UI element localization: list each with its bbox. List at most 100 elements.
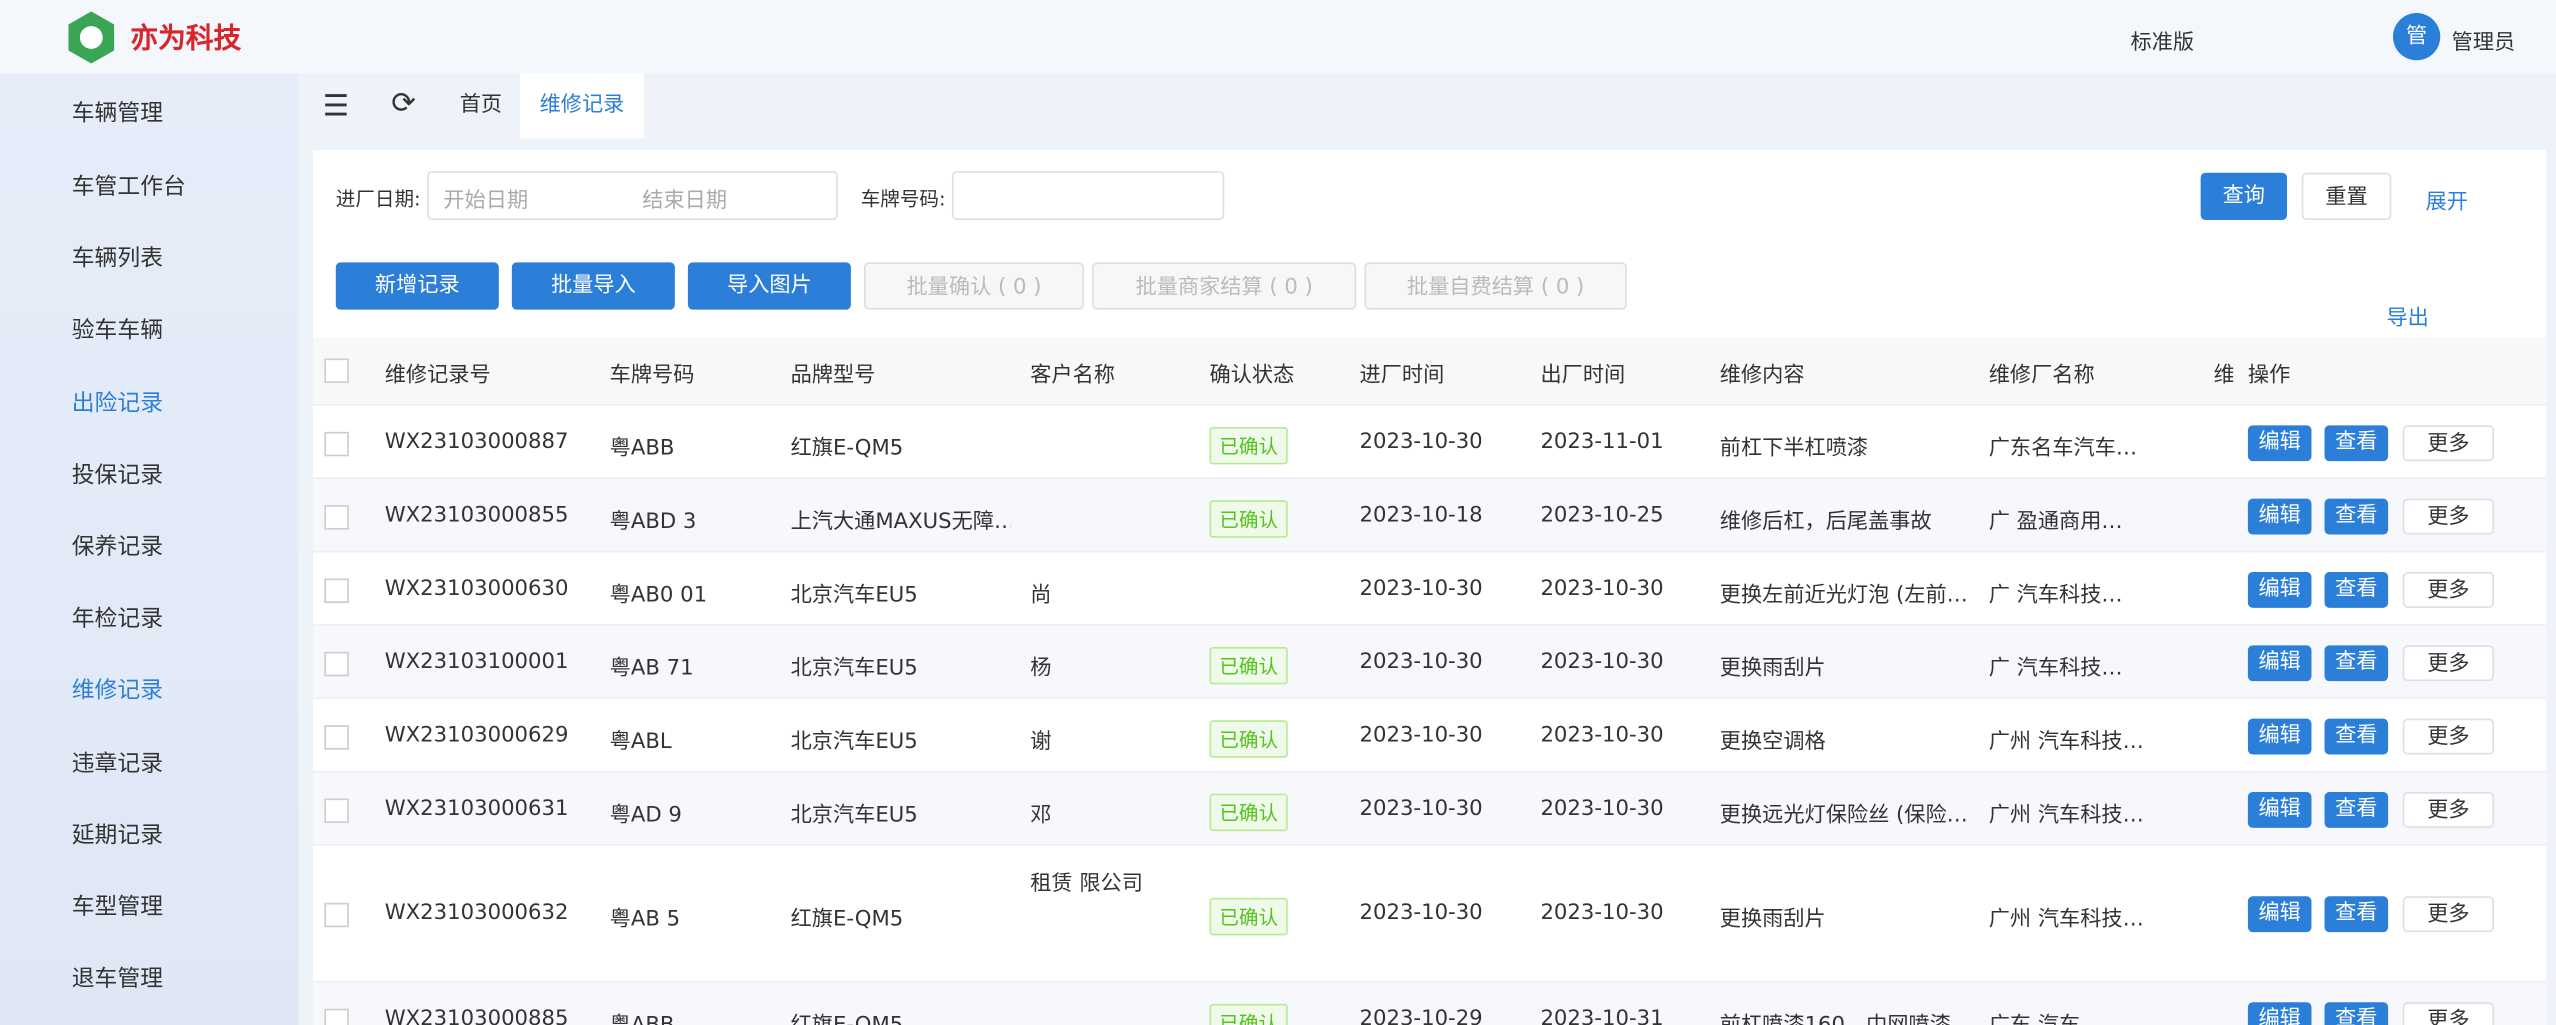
cell: 广 汽车科技… (1988, 582, 2123, 608)
menu-item[interactable]: 车管工作台 (71, 174, 186, 201)
toolbar-button[interactable]: 导入图片 (687, 262, 851, 310)
menu-item[interactable]: 延期记录 (71, 822, 164, 849)
action-button[interactable]: 编辑 (2247, 1001, 2312, 1025)
action-button[interactable]: 编辑 (2247, 424, 2312, 461)
cell: WX23103000629 (384, 722, 569, 748)
status-badge: 已确认 (1209, 897, 1288, 936)
action-button[interactable]: 更多 (2402, 497, 2495, 534)
column-header: 维修内容 (1719, 363, 1805, 388)
toolbar-button[interactable]: 批量商家结算 ( 0 ) (1092, 262, 1357, 310)
menu-item[interactable]: 保养记录 (71, 534, 164, 561)
cell: 更换左前近光灯泡 (左前… (1719, 582, 1968, 608)
checkbox[interactable] (324, 902, 349, 928)
cell: 2023-10-30 (1540, 649, 1664, 674)
action-button[interactable]: 更多 (2402, 791, 2495, 828)
avatar[interactable]: 管 (2392, 13, 2441, 61)
collapse-icon[interactable]: ☰ (322, 89, 350, 124)
cell: 粤AD 9 (609, 802, 682, 828)
checkbox[interactable] (324, 797, 349, 823)
cell: 邓 (1030, 802, 1052, 828)
checkbox[interactable] (324, 724, 349, 749)
user-name[interactable]: 管理员 (2451, 30, 2516, 56)
menu-item[interactable]: 车型管理 (71, 894, 164, 921)
checkbox[interactable] (324, 651, 349, 676)
action-button[interactable]: 更多 (2402, 571, 2495, 608)
expand-link[interactable]: 展开 (2425, 190, 2468, 216)
cell: 2023-10-30 (1540, 576, 1664, 601)
filter-label: 进厂日期: (335, 187, 421, 211)
action-button[interactable]: 查看 (2324, 791, 2389, 828)
table-header (312, 337, 2547, 406)
cell: WX23103000885 (384, 1006, 569, 1025)
menu-item[interactable]: 维修记录 (71, 678, 164, 705)
toolbar-button[interactable]: 新增记录 (335, 262, 499, 310)
action-button[interactable]: 更多 (2402, 644, 2495, 681)
action-button[interactable]: 查看 (2324, 1001, 2389, 1025)
column-header: 维修记录号 (384, 363, 491, 388)
query-button[interactable]: 查询 (2200, 172, 2288, 220)
action-button[interactable]: 查看 (2324, 717, 2389, 754)
version[interactable]: 标准版 (2130, 30, 2195, 56)
action-button[interactable]: 查看 (2324, 571, 2389, 608)
table-row (312, 772, 2547, 846)
menu-item[interactable]: 出险记录 (71, 390, 164, 417)
cell: 2023-10-30 (1540, 901, 1664, 926)
menu-item[interactable]: 年检记录 (71, 606, 164, 633)
action-button[interactable]: 编辑 (2247, 896, 2312, 933)
cell: WX23103000855 (384, 502, 569, 528)
logo-text: 亦为科技 (130, 22, 242, 56)
plate-input[interactable] (951, 171, 1225, 220)
menu-item[interactable]: 违章记录 (71, 750, 164, 777)
toolbar-button[interactable]: 批量确认 ( 0 ) (863, 262, 1085, 310)
end-date[interactable]: 结束日期 (642, 189, 728, 214)
cell: 广东 汽车… (1989, 1006, 2201, 1025)
cell: WX23103000887 (384, 429, 569, 454)
action-button[interactable]: 编辑 (2247, 497, 2312, 534)
toolbar-button[interactable]: 批量导入 (511, 262, 675, 310)
action-button[interactable]: 查看 (2324, 896, 2389, 933)
cell: 2023-10-30 (1359, 576, 1483, 601)
action-button[interactable]: 更多 (2402, 717, 2495, 754)
cell: 2023-11-01 (1540, 429, 1664, 454)
action-button[interactable]: 编辑 (2247, 644, 2312, 681)
action-button[interactable]: 更多 (2402, 1001, 2495, 1025)
tab[interactable]: 首页 (459, 92, 503, 118)
action-button[interactable]: 查看 (2324, 497, 2389, 534)
column-header: 出厂时间 (1540, 363, 1626, 388)
menu-group[interactable]: 车辆管理 (71, 101, 164, 128)
column-header: 品牌型号 (790, 363, 876, 388)
status-badge: 已确认 (1209, 719, 1288, 757)
tab[interactable]: 维修记录 (520, 73, 644, 139)
toolbar-button[interactable]: 批量自费结算 ( 0 ) (1364, 262, 1627, 310)
export-link[interactable]: 导出 (2386, 306, 2429, 331)
cell: 广州 汽车科技… (1988, 907, 2144, 933)
checkbox[interactable] (324, 358, 349, 383)
action-button[interactable]: 更多 (2402, 424, 2495, 461)
checkbox[interactable] (324, 1007, 349, 1025)
reset-button[interactable]: 重置 (2301, 172, 2392, 220)
action-button[interactable]: 查看 (2324, 424, 2389, 461)
action-button[interactable]: 更多 (2402, 896, 2495, 933)
date-range[interactable] (427, 171, 838, 220)
header (0, 0, 2556, 74)
cell: 2023-10-30 (1359, 722, 1483, 748)
cell: 更换雨刮片 (1719, 907, 1826, 933)
menu-item[interactable]: 验车车辆 (71, 318, 164, 345)
checkbox[interactable] (324, 431, 349, 456)
action-button[interactable]: 编辑 (2247, 791, 2312, 828)
status-badge: 已确认 (1209, 499, 1288, 537)
status-badge: 已确认 (1209, 426, 1288, 464)
start-date[interactable]: 开始日期 (443, 189, 529, 214)
action-button[interactable]: 编辑 (2247, 717, 2312, 754)
menu-item[interactable]: 退车管理 (71, 966, 164, 993)
action-button[interactable]: 编辑 (2247, 571, 2312, 608)
menu-item[interactable]: 车辆列表 (71, 246, 164, 273)
checkbox[interactable] (324, 504, 349, 529)
checkbox[interactable] (324, 577, 349, 603)
cell: 杨 (1030, 655, 1052, 681)
refresh-icon[interactable]: ⟳ (391, 86, 416, 121)
action-button[interactable]: 查看 (2324, 644, 2389, 681)
menu-item[interactable]: 投保记录 (71, 462, 164, 489)
cell: 2023-10-18 (1359, 502, 1483, 528)
column-header: 维 (2213, 363, 2234, 388)
